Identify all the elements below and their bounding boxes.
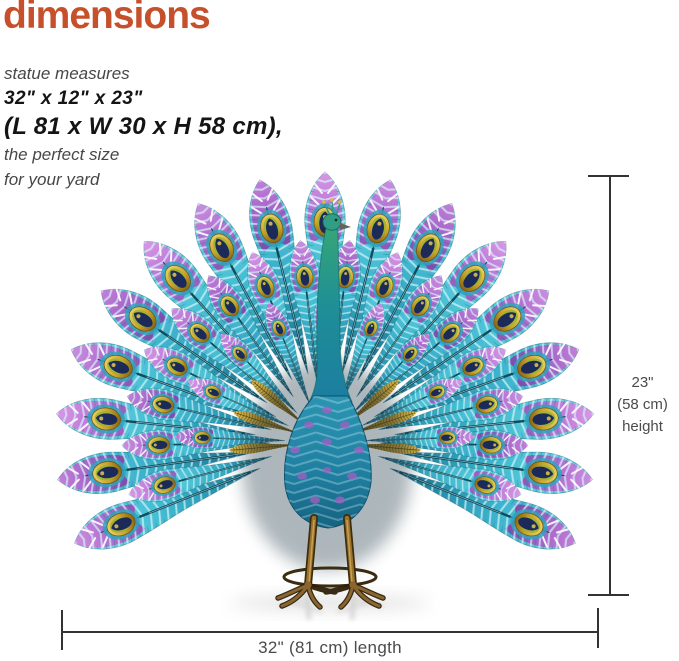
peacock-head [322, 198, 351, 231]
peacock-statue-illustration [30, 170, 600, 621]
height-word: height [622, 418, 663, 435]
height-value: 23" [631, 374, 654, 391]
description-line-4: the perfect size [4, 145, 120, 164]
description-line-2-inches: 32" x 12" x 23" [4, 88, 143, 109]
description-block: statue measures 32" x 12" x 23" (L 81 x … [4, 61, 283, 192]
floor-reflection [278, 588, 384, 621]
height-metric: (58 cm) [617, 396, 668, 413]
peacock-neck [309, 227, 353, 403]
length-dimension-line [62, 631, 598, 633]
length-dimension-label: 32" (81 cm) length [258, 638, 402, 657]
floor-shadow [230, 595, 430, 611]
page-title: dimensions [3, 0, 211, 37]
height-dimension-label: 23" (58 cm) height [606, 372, 679, 438]
height-dimension-tick-top [588, 175, 629, 177]
peacock-legs-and-feet [275, 514, 386, 610]
description-line-5: for your yard [4, 170, 100, 189]
description-line-1: statue measures [4, 64, 130, 83]
length-dimension-tick-left [61, 610, 63, 650]
peacock-statue-photo [30, 170, 600, 625]
length-dimension-tick-right [597, 608, 599, 648]
height-dimension-line [609, 176, 611, 595]
peacock-body [283, 395, 372, 529]
height-dimension-tick-bottom [588, 594, 629, 596]
description-line-3-metric: (L 81 x W 30 x H 58 cm), [4, 113, 283, 140]
